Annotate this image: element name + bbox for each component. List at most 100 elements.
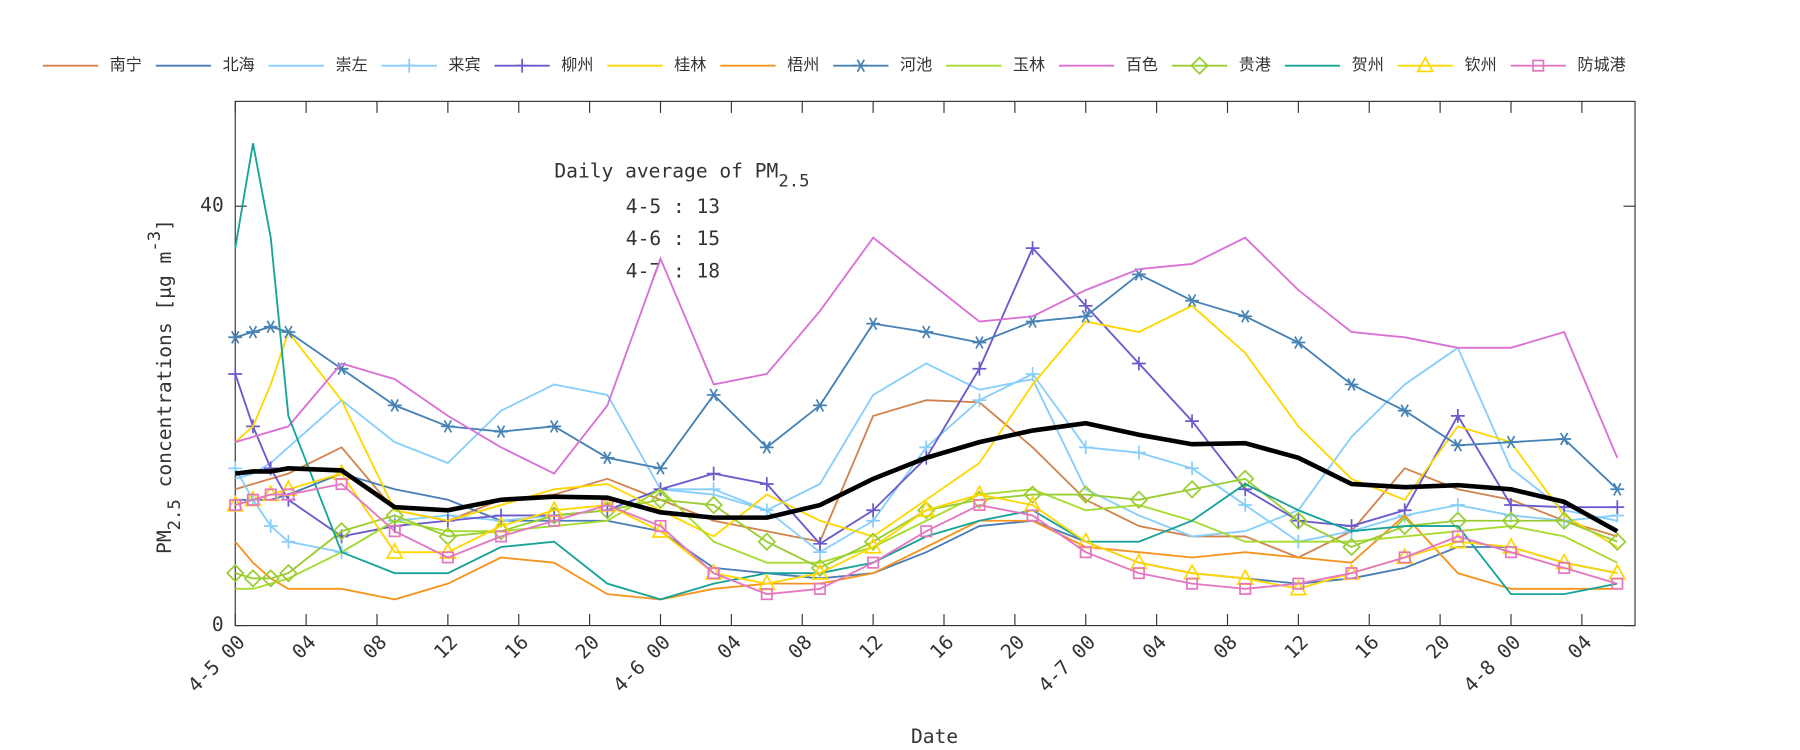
marker-square [1345,567,1358,580]
marker-plus [866,503,881,518]
x-tick-label: 16 [925,631,958,664]
series [234,514,1618,601]
marker-square [1186,577,1199,590]
x-tick-label: 04 [1138,631,1171,664]
x-tick-label: 20 [571,631,604,664]
series-line [234,236,1619,475]
marker-star [706,388,721,402]
x-tick-label: 12 [855,631,888,664]
average-line [234,420,1619,534]
marker-diamond [279,563,298,583]
series [228,267,1625,496]
marker-square [1451,530,1464,543]
marker-diamond [1182,479,1202,499]
series-line [234,399,1618,559]
x-tick-label: 08 [358,631,391,664]
marker-plus [759,477,774,491]
legend-item: 玉林 [946,55,1045,74]
series [234,236,1619,475]
y-axis-label-part: ] [152,219,175,231]
y-axis-label-part: PM [152,530,175,554]
series [234,346,1618,538]
marker-star [1078,309,1093,323]
marker-diamond [1023,485,1042,504]
marker-square [229,498,242,512]
marker-square [1504,546,1518,559]
marker-square [654,519,667,533]
marker-triangle [1448,531,1467,549]
marker-diamond [385,506,405,525]
legend-label: 河池 [900,55,932,74]
legend-label: 百色 [1126,55,1158,74]
legend-label: 南宁 [110,55,142,74]
marker-plus [1131,356,1146,371]
marker-diamond [1554,511,1574,531]
series [228,241,1625,551]
marker-plus [1610,500,1625,515]
marker-triangle [864,537,883,554]
legend-label: 桂林 [674,55,706,74]
legend-item: 梧州 [720,55,819,74]
marker-square [264,488,277,501]
x-tick-label: 16 [500,631,533,664]
marker-diamond [651,490,670,510]
marker-plus [706,466,721,481]
marker-plus [813,536,827,551]
legend-item: 贵港 [1171,55,1271,75]
marker-diamond [1235,469,1255,489]
marker-plus [494,508,508,523]
x-tick-label: 4-5 00 [183,631,249,697]
series [229,477,1624,601]
marker-square [813,582,827,595]
marker-diamond [243,569,263,588]
marker-star [1397,404,1412,418]
marker-star [853,59,868,73]
legend-label: 钦州 [1465,55,1497,74]
marker-star [281,325,296,339]
marker-star [759,440,774,454]
legend: 南宁 北海 崇左 来宾 柳州 桂林 梧州 河池 玉林 百色 贵港 贺州 钦州 防城港 [42,55,1626,75]
marker-plus [1450,408,1465,423]
x-tick-label: 12 [1280,631,1313,664]
legend-item: 北海 [155,55,255,74]
marker-plus [1450,498,1465,512]
marker-plus [1025,367,1040,381]
marker-diamond [261,569,280,588]
x-tick-label: 04 [713,631,746,664]
marker-plus [281,534,296,549]
marker-plus [1238,498,1253,512]
marker-plus [759,503,774,518]
annotation-title-text: Daily average of PM [554,159,778,182]
y-axis-label-part: 2.5 [165,499,185,530]
marker-star [494,425,508,439]
series-line [234,346,1618,538]
marker-square [1026,509,1039,522]
marker-square [867,556,880,569]
x-tick-label: 20 [996,631,1029,664]
annotation-title: Daily average of PM2.5 [554,159,809,191]
marker-star [1025,315,1040,328]
legend-item: 河池 [833,55,932,74]
marker-star [1185,294,1199,307]
legend-label: 北海 [223,55,255,74]
marker-star [1504,435,1518,449]
marker-star [1238,309,1253,323]
marker-square [760,588,773,601]
legend-label: 崇左 [335,55,367,74]
annotation-title-sub: 2.5 [778,172,809,192]
marker-plus [1025,241,1040,256]
marker-square [1132,567,1145,580]
legend-label: 贺州 [1352,55,1384,74]
marker-star [866,317,881,331]
marker-diamond [863,532,883,551]
legend-item: 南宁 [42,55,142,74]
marker-plus [263,519,278,533]
marker-square [1532,59,1545,72]
marker-diamond [757,532,777,551]
marker-diamond [1289,511,1308,531]
y-axis-label: PM2.5 concentrations [μg m-3] [145,219,185,554]
series-line [234,477,1618,580]
marker-plus [972,393,987,408]
marker-square [1558,561,1571,574]
